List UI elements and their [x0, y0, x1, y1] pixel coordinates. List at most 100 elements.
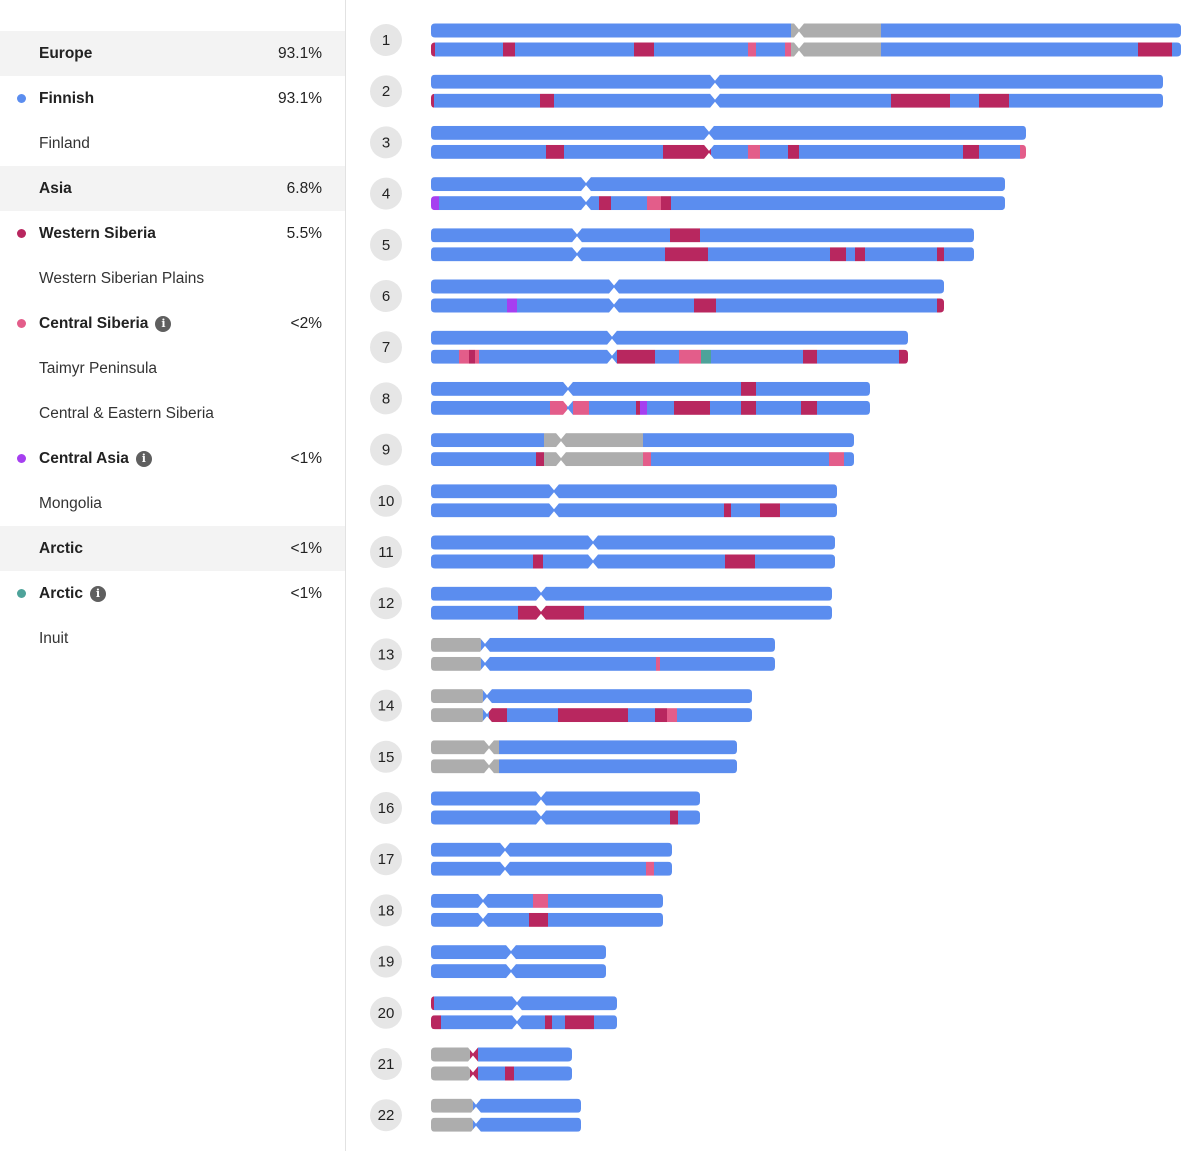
chromosome-18[interactable]: 18 [370, 893, 663, 927]
chromosome-strand-bottom [431, 964, 606, 979]
ancestry-segment [489, 708, 507, 723]
chromosome-number-badge [370, 484, 402, 517]
region-row[interactable]: Arctic <1% [0, 526, 345, 571]
ancestry-segment [485, 740, 499, 755]
chromosome-11[interactable]: 11 [370, 535, 835, 569]
ancestry-segment [431, 1066, 470, 1081]
chromosome-15[interactable]: 15 [370, 740, 737, 774]
chromosome-9[interactable]: 9 [370, 433, 854, 467]
info-icon[interactable]: i [155, 315, 172, 332]
ancestry-segment [546, 144, 564, 159]
ancestry-segment [554, 93, 891, 108]
chromosome-13[interactable]: 13 [370, 637, 775, 671]
legend-percentage: 93.1% [278, 44, 322, 62]
chromosome-20[interactable]: 20 [370, 996, 617, 1030]
chromosome-strand-top [431, 74, 1163, 89]
ancestry-segment [844, 452, 854, 467]
population-row[interactable]: Finnish 93.1% [0, 76, 345, 121]
chromosome-number-badge [370, 331, 402, 364]
ancestry-segment [640, 400, 647, 415]
chromosome-number: 12 [378, 595, 395, 612]
ancestry-segment [756, 42, 785, 57]
chromosome-strand-bottom [431, 1015, 617, 1030]
legend-label: Western Siberian Plains [39, 270, 204, 288]
chromosome-6[interactable]: 6 [370, 279, 944, 313]
chromosome-14[interactable]: 14 [370, 689, 752, 723]
ancestry-segment [660, 656, 775, 671]
ancestry-segment [481, 637, 775, 652]
ancestry-segment [725, 554, 755, 569]
legend-label: Central Asia i [39, 450, 152, 468]
ancestry-segment [478, 1047, 572, 1062]
ancestry-segment [677, 708, 752, 723]
legend-percentage: 93.1% [278, 89, 322, 107]
chromosome-3[interactable]: 3 [370, 125, 1026, 159]
ancestry-segment [558, 708, 628, 723]
chromosome-19[interactable]: 19 [370, 945, 606, 979]
chromosome-1[interactable]: 1 [370, 23, 1181, 57]
chromosome-5[interactable]: 5 [370, 228, 974, 262]
ancestry-segment [899, 349, 908, 364]
legend-percentage: <2% [290, 314, 322, 332]
population-row[interactable]: Arctic i <1% [0, 571, 345, 616]
chromosome-2[interactable]: 2 [370, 74, 1163, 108]
info-icon[interactable]: i [89, 585, 106, 602]
ancestry-segment [431, 177, 1005, 192]
legend-label-text: Central Siberia [39, 314, 149, 332]
population-color-dot [17, 94, 26, 103]
ancestry-segment [636, 400, 640, 415]
chromosome-strand-bottom [431, 503, 837, 518]
population-row[interactable]: Central Siberia i <2% [0, 301, 345, 346]
legend-label-text: Central & Eastern Siberia [39, 404, 214, 422]
chromosome-12[interactable]: 12 [370, 586, 832, 620]
population-row[interactable]: Central Asia i <1% [0, 436, 345, 481]
chromosome-strand-bottom [431, 1066, 572, 1081]
legend-percentage: <1% [290, 449, 322, 467]
chromosome-number: 9 [382, 442, 390, 459]
chromosome-10[interactable]: 10 [370, 484, 837, 518]
chromosome-number: 14 [378, 698, 395, 715]
legend-percentage: <1% [290, 539, 322, 557]
chromosome-number: 16 [378, 800, 395, 817]
chromosome-number: 3 [382, 134, 390, 151]
chromosome-strand-bottom [431, 298, 944, 313]
chromosome-number: 15 [378, 749, 395, 766]
ancestry-segment [441, 1015, 545, 1030]
ancestry-segment [499, 759, 737, 774]
chromosome-number-badge [370, 24, 402, 56]
ancestry-segment [963, 144, 979, 159]
chromosome-21[interactable]: 21 [370, 1047, 572, 1081]
chromosome-4[interactable]: 4 [370, 177, 1005, 211]
ancestry-segment [431, 298, 507, 313]
ancestry-segment [431, 1117, 473, 1132]
chromosome-strand-top [431, 945, 606, 960]
ancestry-segment [431, 247, 665, 262]
ancestry-segment [431, 330, 908, 345]
region-row[interactable]: Europe 93.1% [0, 31, 345, 76]
population-row[interactable]: Western Siberia 5.5% [0, 211, 345, 256]
ancestry-segment [507, 708, 558, 723]
chromosome-strand-top [431, 177, 1005, 192]
legend-label: Central & Eastern Siberia [39, 405, 214, 423]
ancestry-segment [611, 196, 647, 211]
ancestry-segment [617, 349, 655, 364]
ancestry-segment [661, 196, 671, 211]
chromosome-strand-bottom [431, 912, 663, 927]
ancestry-segment [760, 503, 780, 518]
chromosome-strand-bottom [431, 400, 870, 415]
chromosome-8[interactable]: 8 [370, 381, 870, 415]
ancestry-segment [741, 381, 756, 396]
info-icon[interactable]: i [135, 450, 152, 467]
chromosome-22[interactable]: 22 [370, 1098, 581, 1132]
ancestry-segment [439, 196, 599, 211]
region-row[interactable]: Asia 6.8% [0, 166, 345, 211]
ancestry-segment [475, 349, 479, 364]
ancestry-segment [654, 42, 748, 57]
legend-label: Taimyr Peninsula [39, 360, 157, 378]
chromosome-7[interactable]: 7 [370, 330, 908, 364]
chromosome-16[interactable]: 16 [370, 791, 700, 825]
chromosome-17[interactable]: 17 [370, 842, 672, 876]
legend-label: Europe [39, 45, 92, 63]
chromosome-strand-bottom [431, 554, 835, 569]
chromosome-strand-top [431, 637, 775, 652]
